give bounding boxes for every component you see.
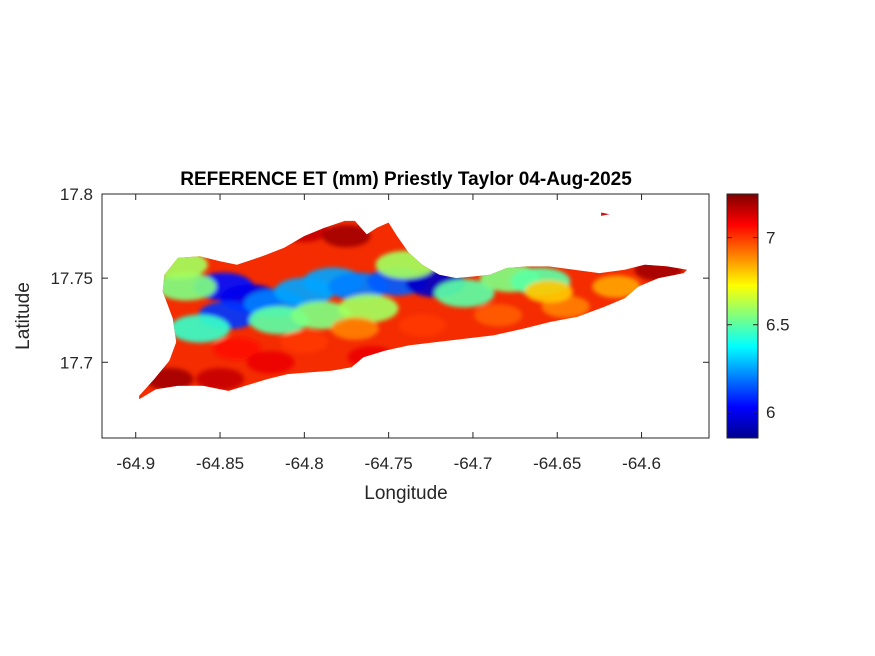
- colorbar-ramp: [726, 193, 759, 439]
- y-axis-title: Latitude: [13, 282, 34, 350]
- et-hotspot: [212, 337, 261, 360]
- et-hotspot: [246, 351, 295, 374]
- x-tick-label: -64.6: [622, 454, 661, 473]
- et-hotspot: [280, 330, 329, 354]
- axes-frame: [101, 193, 710, 439]
- et-hotspot: [592, 275, 641, 298]
- et-hotspot: [338, 294, 399, 323]
- colorbar-ticks: 66.57: [727, 229, 790, 422]
- x-tick-label: -64.65: [533, 454, 581, 473]
- et-hotspot: [156, 272, 217, 301]
- islet: [601, 212, 610, 216]
- chart-title: REFERENCE ET (mm) Priestly Taylor 04-Aug…: [180, 169, 632, 190]
- et-hotspot: [524, 280, 573, 303]
- x-tick-label: -64.9: [116, 454, 155, 473]
- x-tick-label: -64.8: [285, 454, 324, 473]
- colorbar-tick-label: 6: [766, 403, 775, 422]
- y-axis: 17.7 17.75 17.8: [50, 185, 709, 372]
- et-hotspot: [398, 314, 447, 337]
- et-hotspot: [330, 317, 379, 340]
- x-axis: -64.9 -64.85 -64.8 -64.75 -64.7 -64.65 -64.6: [116, 194, 661, 473]
- colorbar: 66.57: [726, 193, 790, 439]
- x-tick-label: -64.7: [454, 454, 493, 473]
- et-hotspot: [169, 314, 230, 343]
- et-hotspot: [196, 367, 244, 391]
- et-hotspot: [474, 304, 523, 327]
- x-axis-title: Longitude: [364, 483, 447, 504]
- y-tick-label: 17.75: [50, 269, 93, 288]
- colorbar-tick-label: 7: [766, 229, 775, 248]
- colorbar-tick-label: 6.5: [766, 316, 790, 335]
- et-hotspot: [434, 279, 495, 308]
- et-hotspot: [322, 224, 371, 248]
- x-tick-label: -64.85: [196, 454, 244, 473]
- y-tick-label: 17.7: [60, 353, 93, 372]
- x-tick-label: -64.75: [365, 454, 413, 473]
- y-tick-label: 17.8: [60, 185, 93, 204]
